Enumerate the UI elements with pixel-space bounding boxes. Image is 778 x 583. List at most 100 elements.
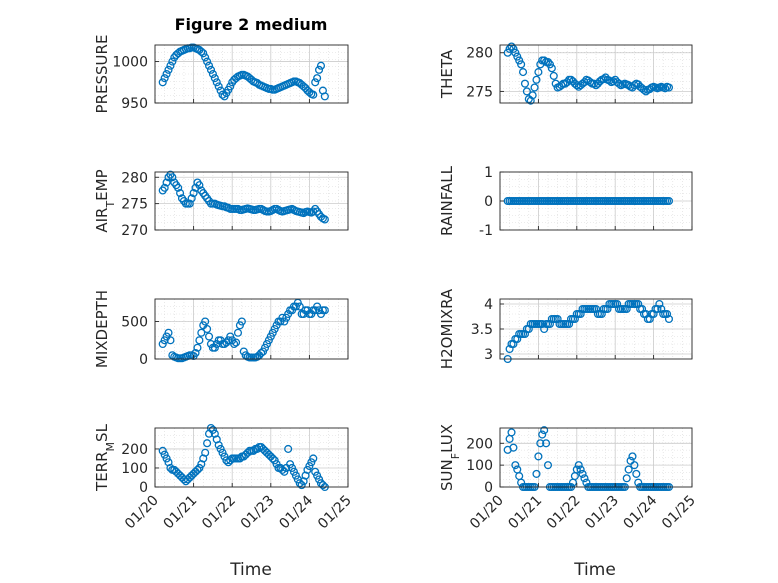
data-point [634, 299, 643, 309]
data-point [181, 477, 190, 486]
data-point [201, 53, 210, 62]
data-point [158, 446, 167, 455]
series-markers [503, 426, 674, 492]
data-point [203, 439, 212, 448]
data-point [540, 324, 549, 334]
y-tick-label: 3 [484, 347, 493, 363]
data-point [260, 446, 270, 455]
data-point [187, 471, 196, 480]
y-axis-label: MIXDEPTH [93, 290, 111, 368]
data-point [528, 91, 537, 100]
data-point [641, 309, 650, 319]
data-point [166, 61, 175, 70]
data-point [614, 79, 624, 88]
data-point [320, 92, 329, 101]
data-point [576, 465, 585, 474]
data-point [185, 199, 194, 208]
data-point [507, 42, 516, 51]
data-point [524, 324, 533, 334]
data-point [580, 78, 589, 87]
data-point [166, 336, 175, 345]
data-point [210, 74, 219, 83]
data-point [195, 463, 204, 473]
data-point [653, 304, 662, 314]
data-point [513, 334, 522, 344]
data-point [189, 189, 198, 198]
data-point [503, 48, 512, 57]
data-point [630, 81, 639, 90]
data-point [661, 84, 670, 93]
data-point [176, 471, 185, 480]
series-markers [158, 170, 329, 224]
data-point [303, 465, 312, 474]
data-point [289, 467, 299, 476]
data-point [622, 474, 631, 483]
data-point [208, 425, 217, 434]
data-point [597, 309, 606, 319]
data-point [287, 463, 297, 473]
y-tick-label: 500 [121, 315, 148, 331]
data-point [164, 65, 173, 74]
y-tick-label: 280 [121, 170, 148, 186]
data-point [197, 47, 206, 56]
data-point [570, 472, 579, 481]
data-point [187, 194, 196, 203]
data-point [613, 299, 622, 309]
data-point [638, 304, 647, 314]
subplot-theta: 275 280 THETA [438, 42, 693, 105]
data-point [526, 96, 535, 105]
data-point [230, 339, 239, 349]
data-point [628, 452, 637, 461]
data-point [191, 348, 200, 358]
data-point [517, 60, 526, 69]
data-point [520, 79, 530, 88]
data-point [195, 181, 204, 190]
y-tick-label: 200 [466, 436, 493, 452]
data-point [632, 469, 641, 478]
data-point [543, 57, 553, 67]
data-point [572, 81, 581, 90]
x-tick-label: 01/23 [238, 493, 278, 533]
y-tick-label: 0 [484, 194, 493, 210]
x-tick-label: 01/22 [199, 493, 239, 533]
data-point [603, 304, 612, 314]
data-point [520, 329, 530, 339]
y-tick-label: 270 [121, 223, 148, 239]
data-point [201, 317, 210, 326]
data-point [195, 336, 204, 345]
data-point [664, 314, 674, 324]
data-point [160, 74, 169, 83]
y-tick-label: 275 [466, 84, 493, 100]
y-axis-label: AIRTEMP [93, 169, 117, 232]
data-point [212, 78, 221, 87]
data-point [162, 178, 171, 187]
subplot-mixdepth: 0 500 MIXDEPTH [93, 290, 349, 368]
axes-box [499, 427, 693, 488]
data-point [530, 83, 539, 92]
y-tick-label: 100 [466, 458, 493, 474]
data-point [208, 69, 217, 79]
data-point [578, 469, 587, 478]
data-point [204, 332, 214, 341]
data-point [655, 299, 664, 309]
y-axis-label: H2OMIXRA [438, 288, 456, 369]
y-tick-label: 200 [121, 442, 148, 458]
subplot-rainfall: -1 0 1 RAINFALL [438, 165, 693, 239]
data-point [630, 461, 639, 470]
data-point [278, 465, 287, 474]
data-point [214, 82, 223, 91]
data-point [505, 434, 514, 443]
data-point [176, 189, 185, 198]
data-point [307, 458, 316, 467]
data-point [509, 339, 518, 349]
data-point [297, 481, 306, 490]
data-point [536, 439, 545, 448]
data-point [216, 444, 225, 453]
data-point [257, 348, 266, 358]
y-axis-label: TERRMSL [93, 423, 117, 492]
data-point [511, 48, 520, 57]
data-point [513, 52, 522, 61]
